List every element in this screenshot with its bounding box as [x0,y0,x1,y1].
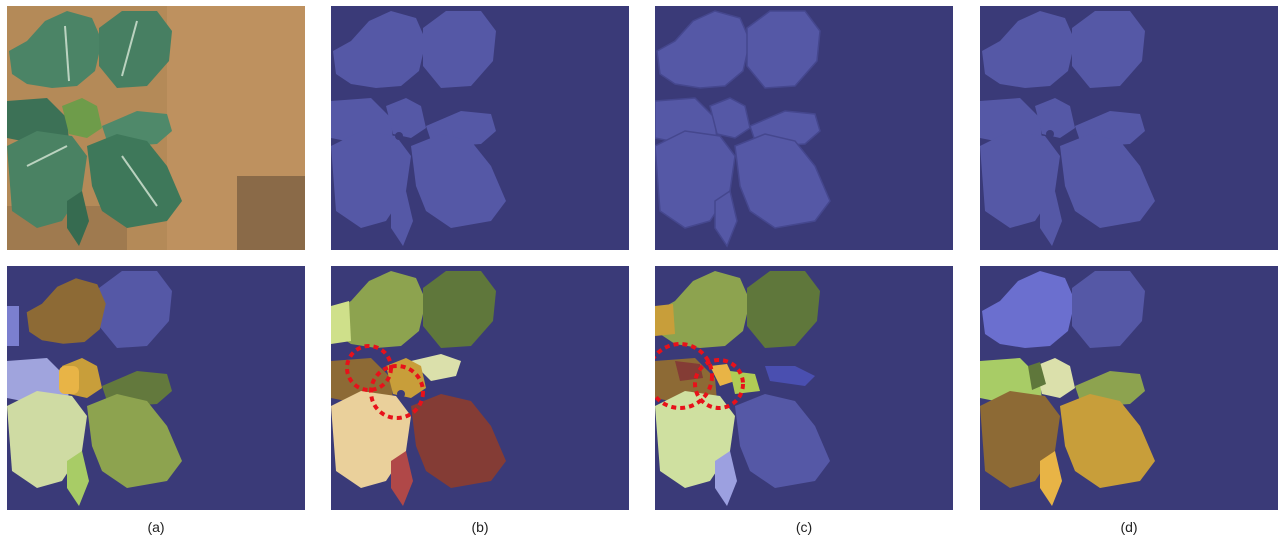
caption-b: (b) [471,519,489,535]
instance-mask-c [655,266,953,510]
caption-c: (c) [795,519,813,535]
highlight-circles [345,344,425,420]
highlight-circle [693,358,745,410]
instance-mask-b [331,266,629,510]
instance-mask [655,266,953,510]
instance-mask [980,266,1278,510]
caption-d: (d) [1120,519,1138,535]
highlight-circle [345,344,393,392]
semantic-mask-c [655,6,953,250]
highlight-circles [655,342,745,410]
highlight-circle [369,364,425,420]
caption-a: (a) [147,519,165,535]
segmentation-mask [331,6,629,250]
instance-mask-a [7,266,305,510]
plant-photo [7,6,305,250]
segmentation-mask [655,6,953,250]
instance-mask [331,266,629,510]
photo-panel [7,6,305,250]
instance-mask-d [980,266,1278,510]
segmentation-mask [980,6,1278,250]
semantic-mask-d [980,6,1278,250]
semantic-mask-b [331,6,629,250]
highlight-circle [655,342,714,410]
instance-mask [7,266,305,510]
